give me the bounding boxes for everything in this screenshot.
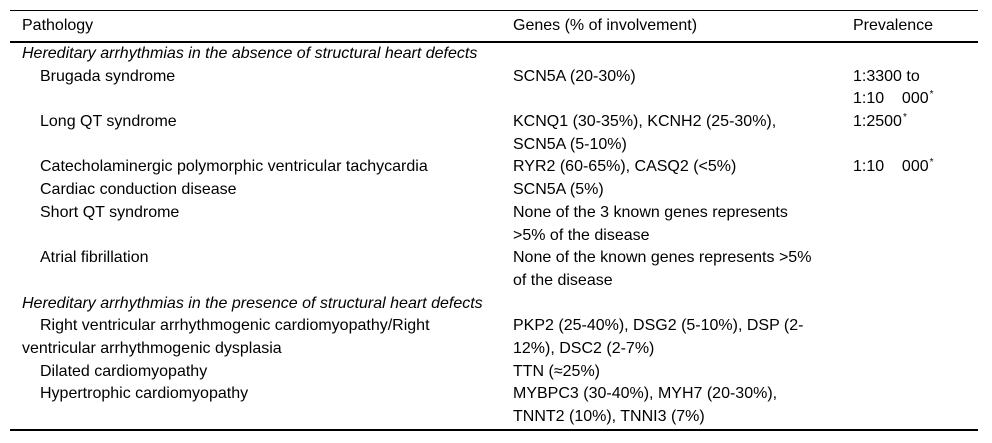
pathology-cell: Right ventricular arrhythmogenic cardiom… bbox=[10, 315, 511, 360]
prevalence-text: 1:10 000* bbox=[853, 156, 978, 179]
pathology-cell: Dilated cardiomyopathy bbox=[10, 361, 511, 384]
table-row: Atrial fibrillation None of the known gen… bbox=[10, 247, 978, 292]
genes-text: SCN5A (5-10%) bbox=[513, 135, 627, 153]
section-heading: Hereditary arrhythmias in the absence of… bbox=[22, 45, 478, 62]
prevalence-value: 1:10 000 bbox=[853, 90, 929, 108]
table-row: Hypertrophic cardiomyopathy MYBPC3 (30-40… bbox=[10, 383, 978, 429]
table-row: Cardiac conduction disease SCN5A (5%) bbox=[10, 179, 978, 202]
genes-text: None of the known genes represents >5% bbox=[513, 249, 812, 267]
col-header-pathology: Pathology bbox=[10, 10, 511, 43]
genes-cell: None of the 3 known genes represents >5% … bbox=[511, 202, 853, 247]
table-row: Right ventricular arrhythmogenic cardiom… bbox=[10, 315, 978, 360]
genes-text: MYBPC3 (30-40%), MYH7 (20-30%), bbox=[513, 385, 778, 403]
prevalence-cell bbox=[853, 247, 978, 292]
footnote-marker: * bbox=[929, 89, 934, 101]
genes-cell: RYR2 (60-65%), CASQ2 (<5%) bbox=[511, 156, 853, 179]
genes-cell bbox=[511, 42, 853, 66]
pathology-text: Brugada syndrome bbox=[40, 67, 176, 85]
footnote-marker: * bbox=[929, 157, 934, 169]
genes-cell: SCN5A (20-30%) bbox=[511, 66, 853, 111]
table-body: Hereditary arrhythmias in the absence of… bbox=[10, 42, 978, 430]
col-header-prevalence: Prevalence bbox=[853, 10, 978, 43]
pathology-cell: Hereditary arrhythmias in the absence of… bbox=[10, 42, 511, 66]
genes-cell: MYBPC3 (30-40%), MYH7 (20-30%), TNNT2 (10… bbox=[511, 383, 853, 429]
pathology-text: ventricular arrhythmogenic dysplasia bbox=[22, 339, 282, 357]
genes-cell: SCN5A (5%) bbox=[511, 179, 853, 202]
pathology-cell: Atrial fibrillation bbox=[10, 247, 511, 292]
genes-text: None of the 3 known genes represents bbox=[513, 203, 788, 221]
genes-text: RYR2 (60-65%), CASQ2 (<5%) bbox=[513, 158, 737, 176]
prevalence-text: 1:2500* bbox=[853, 111, 978, 134]
pathology-text: Dilated cardiomyopathy bbox=[40, 362, 208, 380]
table-row: Long QT syndrome KCNQ1 (30-35%), KCNH2 (2… bbox=[10, 111, 978, 156]
genes-text: TNNT2 (10%), TNNI3 (7%) bbox=[513, 408, 705, 425]
pathology-text: Hypertrophic cardiomyopathy bbox=[40, 385, 249, 403]
prevalence-text: 1:10 000* bbox=[853, 88, 978, 111]
genes-text: TTN (≈25%) bbox=[513, 362, 601, 380]
pathology-text: Atrial fibrillation bbox=[40, 249, 149, 267]
prevalence-cell: 1:2500* bbox=[853, 111, 978, 156]
genes-text: KCNQ1 (30-35%), KCNH2 (25-30%), bbox=[513, 113, 777, 131]
pathology-text: Catecholaminergic polymorphic ventricula… bbox=[40, 158, 428, 176]
prevalence-value: 1:10 000 bbox=[853, 158, 929, 176]
genes-text: SCN5A (5%) bbox=[513, 181, 604, 199]
prevalence-cell bbox=[853, 293, 978, 316]
prevalence-cell bbox=[853, 42, 978, 66]
prevalence-cell bbox=[853, 361, 978, 384]
genes-cell: TTN (≈25%) bbox=[511, 361, 853, 384]
prevalence-cell bbox=[853, 383, 978, 429]
genes-text: of the disease bbox=[513, 271, 613, 289]
prevalence-cell: 1:3300 to 1:10 000* bbox=[853, 66, 978, 111]
prevalence-cell bbox=[853, 315, 978, 360]
prevalence-cell bbox=[853, 202, 978, 247]
prevalence-text: 1:3300 to bbox=[853, 66, 978, 89]
footnote-marker: * bbox=[902, 111, 907, 123]
header-row: Pathology Genes (% of involvement) Preva… bbox=[10, 10, 978, 43]
prevalence-value: 1:3300 to bbox=[853, 67, 920, 85]
genes-cell: PKP2 (25-40%), DSG2 (5-10%), DSP (2- 12%)… bbox=[511, 315, 853, 360]
genes-text: PKP2 (25-40%), DSG2 (5-10%), DSP (2- bbox=[513, 317, 804, 335]
table-row: Brugada syndrome SCN5A (20-30%) 1:3300 to 1… bbox=[10, 66, 978, 111]
pathology-text: Short QT syndrome bbox=[40, 203, 180, 221]
genes-cell: None of the known genes represents >5% of… bbox=[511, 247, 853, 292]
genes-text: SCN5A (20-30%) bbox=[513, 67, 636, 85]
pathology-cell: Hereditary arrhythmias in the presence o… bbox=[10, 293, 511, 316]
pathology-cell: Hypertrophic cardiomyopathy bbox=[10, 383, 511, 429]
prevalence-value: 1:2500 bbox=[853, 113, 902, 131]
genes-cell bbox=[511, 293, 853, 316]
genes-text: >5% of the disease bbox=[513, 226, 650, 244]
pathology-cell: Brugada syndrome bbox=[10, 66, 511, 111]
pathology-cell: Cardiac conduction disease bbox=[10, 179, 511, 202]
genes-text: 12%), DSC2 (2-7%) bbox=[513, 339, 655, 357]
pathology-cell: Short QT syndrome bbox=[10, 202, 511, 247]
genes-cell: KCNQ1 (30-35%), KCNH2 (25-30%), SCN5A (5-… bbox=[511, 111, 853, 156]
pathology-text: Long QT syndrome bbox=[40, 113, 177, 131]
pathology-cell: Long QT syndrome bbox=[10, 111, 511, 156]
table-row: Catecholaminergic polymorphic ventricula… bbox=[10, 156, 978, 179]
pathology-text: Cardiac conduction disease bbox=[40, 181, 237, 199]
pathology-cell: Catecholaminergic polymorphic ventricula… bbox=[10, 156, 511, 179]
section-row: Hereditary arrhythmias in the absence of… bbox=[10, 42, 978, 66]
section-heading: Hereditary arrhythmias in the presence o… bbox=[22, 294, 483, 312]
col-header-genes: Genes (% of involvement) bbox=[511, 10, 853, 43]
prevalence-cell: 1:10 000* bbox=[853, 156, 978, 179]
prevalence-cell bbox=[853, 179, 978, 202]
table-row: Short QT syndrome None of the 3 known gen… bbox=[10, 202, 978, 247]
section-row: Hereditary arrhythmias in the presence o… bbox=[10, 293, 978, 316]
pathology-text: Right ventricular arrhythmogenic cardiom… bbox=[40, 317, 430, 335]
table-row: Dilated cardiomyopathy TTN (≈25%) bbox=[10, 361, 978, 384]
pathology-genes-prevalence-table: Pathology Genes (% of involvement) Preva… bbox=[10, 10, 978, 431]
